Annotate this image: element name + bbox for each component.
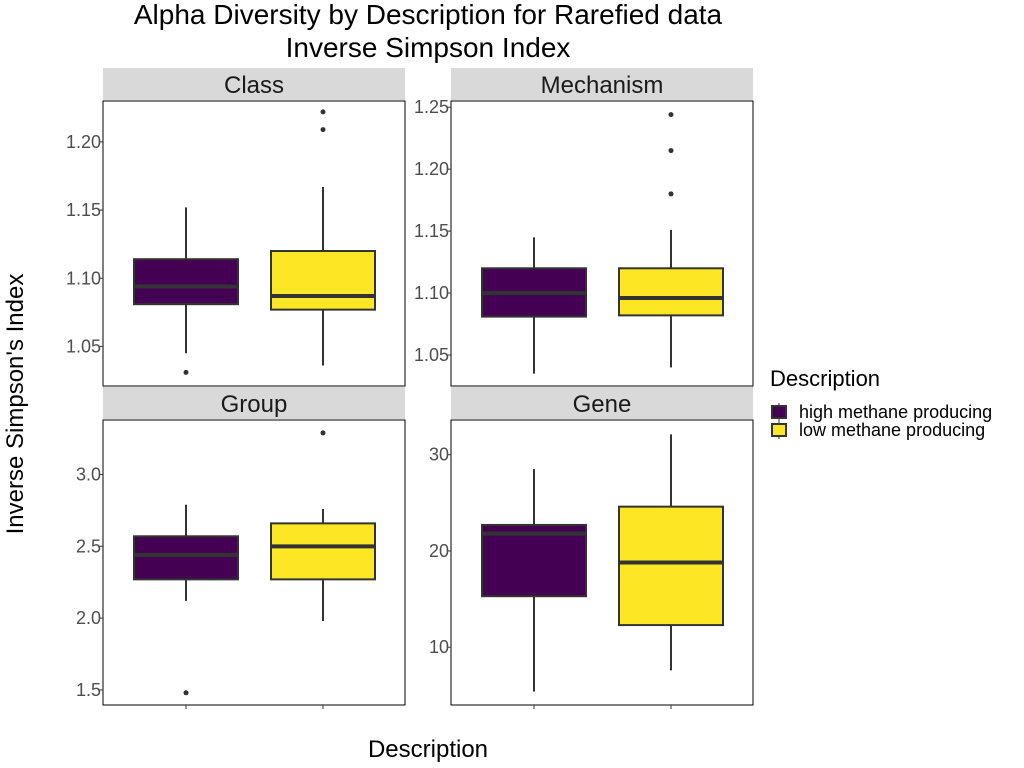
- outlier-point: [320, 127, 326, 133]
- box-iqr: [618, 267, 724, 317]
- outlier-point: [668, 191, 674, 197]
- facet-panels: Class 1.05 1.10 1.15 1.20 Mechanism 1.05 1.10 1.…: [66, 68, 754, 709]
- facet-strip-class: [103, 68, 405, 100]
- y-tick-label: 2.5: [76, 536, 101, 556]
- y-tick-label: 1.05: [414, 345, 449, 365]
- legend-item-low: low methane producing: [771, 420, 985, 440]
- box-iqr: [270, 250, 376, 311]
- y-tick-label: 1.05: [66, 336, 101, 356]
- facet-mechanism: Mechanism 1.05 1.10 1.15 1.20 1.25: [414, 68, 754, 387]
- facet-strip-label: Mechanism: [541, 72, 664, 99]
- facet-group: Group 1.5 2.0 2.5 3.0: [76, 387, 406, 709]
- box-group-low: [270, 430, 376, 622]
- facet-strip-label: Group: [221, 391, 288, 418]
- legend-key-swatch: [771, 405, 787, 419]
- y-tick-label: 10: [429, 637, 449, 657]
- x-axis-title: Description: [368, 736, 488, 763]
- box-iqr: [481, 523, 587, 598]
- legend-label: high methane producing: [799, 402, 992, 422]
- y-axis-title: Inverse Simpson's Index: [2, 274, 29, 535]
- facet-strip-label: Gene: [573, 391, 632, 418]
- chart-title-line-2: Inverse Simpson Index: [286, 32, 571, 63]
- box-gene-high: [481, 469, 587, 692]
- y-tick-label: 1.10: [414, 283, 449, 303]
- y-tick-label: 20: [429, 541, 449, 561]
- outlier-point: [668, 112, 674, 118]
- box-iqr: [270, 522, 376, 581]
- panel-border: [102, 100, 406, 387]
- y-tick-label: 1.15: [66, 200, 101, 220]
- y-tick-label: 1.20: [414, 159, 449, 179]
- outlier-point: [183, 369, 189, 375]
- legend-item-high: high methane producing: [771, 402, 992, 422]
- facet-strip-group: [103, 387, 405, 419]
- outlier-point: [320, 109, 326, 115]
- y-tick-label: 30: [429, 445, 449, 465]
- facet-strip-gene: [451, 387, 753, 419]
- box-iqr: [618, 505, 724, 627]
- chart-title-line-1: Alpha Diversity by Description for Raref…: [134, 0, 723, 30]
- y-tick-label: 1.25: [414, 97, 449, 117]
- outlier-point: [183, 690, 189, 696]
- box-mechanism-low: [618, 112, 724, 368]
- y-tick-label: 1.15: [414, 221, 449, 241]
- box-group-high: [133, 504, 239, 696]
- box-class-high: [133, 207, 239, 375]
- y-tick-label: 1.20: [66, 132, 101, 152]
- outlier-point: [668, 148, 674, 154]
- facet-gene: Gene 10 20 30: [429, 387, 754, 709]
- box-class-low: [270, 109, 376, 366]
- legend-label: low methane producing: [799, 420, 985, 440]
- facet-strip-mechanism: [451, 68, 753, 100]
- box-iqr: [133, 258, 239, 306]
- outlier-point: [320, 430, 326, 436]
- box-iqr: [133, 535, 239, 581]
- box-mechanism-high: [481, 237, 587, 374]
- y-tick-label: 3.0: [76, 465, 101, 485]
- y-tick-label: 2.0: [76, 608, 101, 628]
- facet-strip-label: Class: [224, 72, 284, 99]
- facet-class: Class 1.05 1.10 1.15 1.20: [66, 68, 406, 387]
- y-tick-label: 1.10: [66, 268, 101, 288]
- legend-key-swatch: [771, 423, 787, 437]
- legend-title: Description: [770, 366, 880, 391]
- panel-border: [450, 100, 754, 387]
- box-gene-low: [618, 434, 724, 671]
- y-tick-label: 1.5: [76, 680, 101, 700]
